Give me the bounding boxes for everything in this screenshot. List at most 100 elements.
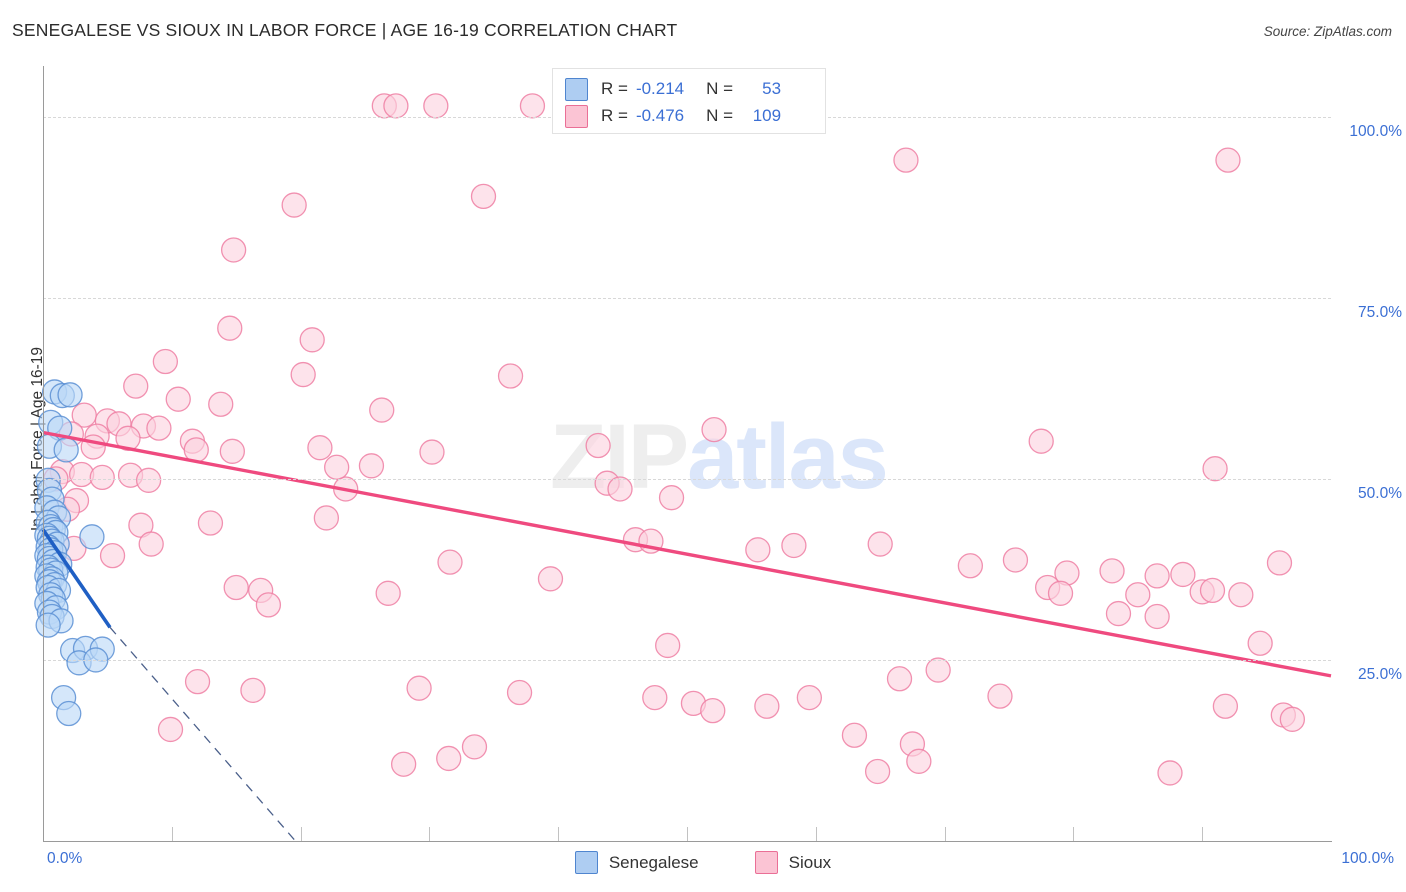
legend-r-value-sioux: -0.476 (635, 106, 685, 125)
data-point[interactable] (642, 684, 668, 711)
legend-r-label: R = (601, 79, 628, 98)
data-point[interactable] (197, 510, 224, 536)
data-point[interactable] (1144, 603, 1170, 630)
data-point[interactable] (1266, 550, 1293, 576)
legend-row-sioux: R = -0.476 N = 109 (565, 103, 781, 129)
x-axis-tick (815, 827, 817, 841)
data-point[interactable] (89, 464, 115, 491)
data-point[interactable] (281, 192, 307, 218)
data-point[interactable] (369, 397, 395, 423)
data-point[interactable] (135, 467, 162, 493)
data-point[interactable] (219, 438, 245, 464)
data-point[interactable] (1170, 561, 1196, 588)
data-point[interactable] (461, 734, 488, 760)
data-point[interactable] (220, 237, 247, 263)
data-point[interactable] (1228, 582, 1254, 608)
data-point[interactable] (157, 716, 184, 743)
data-point[interactable] (519, 93, 546, 119)
data-point[interactable] (781, 532, 807, 559)
data-point[interactable] (56, 700, 82, 727)
data-point[interactable] (79, 524, 105, 550)
x-axis-line (43, 841, 1332, 842)
data-point[interactable] (1028, 428, 1054, 454)
data-point[interactable] (152, 348, 179, 375)
data-point[interactable] (1247, 630, 1273, 656)
gridline-y (43, 478, 1331, 480)
legend-swatch-senegalese-icon (565, 77, 588, 101)
data-point[interactable] (537, 566, 564, 592)
legend-item-sioux[interactable]: Sioux (754, 851, 831, 874)
data-point[interactable] (223, 574, 249, 601)
data-point[interactable] (886, 666, 913, 692)
data-point[interactable] (1047, 580, 1074, 606)
data-point[interactable] (1099, 558, 1125, 584)
data-point[interactable] (35, 612, 61, 638)
x-axis-tick (944, 827, 946, 841)
data-point[interactable] (867, 531, 893, 557)
data-point[interactable] (585, 432, 611, 459)
data-point[interactable] (893, 147, 919, 173)
data-point[interactable] (406, 675, 432, 701)
data-point[interactable] (1002, 547, 1029, 573)
data-point[interactable] (146, 415, 172, 441)
legend-item-senegalese[interactable]: Senegalese (574, 851, 699, 874)
data-point[interactable] (701, 416, 727, 443)
data-point[interactable] (1144, 563, 1170, 589)
data-point[interactable] (864, 758, 891, 785)
data-point[interactable] (925, 657, 951, 683)
data-point[interactable] (957, 553, 984, 579)
data-point[interactable] (745, 537, 771, 563)
data-point[interactable] (841, 722, 868, 748)
data-point[interactable] (1105, 600, 1132, 627)
data-point[interactable] (80, 434, 106, 460)
data-point[interactable] (1199, 577, 1226, 604)
data-point[interactable] (324, 454, 350, 480)
data-point[interactable] (115, 425, 141, 451)
data-point[interactable] (1279, 706, 1306, 732)
data-point[interactable] (796, 684, 823, 711)
data-point[interactable] (358, 453, 385, 479)
data-point[interactable] (184, 669, 211, 695)
legend-n-label: N = (706, 79, 734, 98)
data-point[interactable] (383, 93, 409, 119)
data-point[interactable] (658, 485, 685, 511)
data-point[interactable] (1125, 582, 1151, 608)
data-point[interactable] (123, 373, 149, 399)
data-point[interactable] (57, 382, 83, 408)
gridline-y (43, 659, 1331, 661)
data-point[interactable] (1157, 760, 1183, 786)
data-point[interactable] (1202, 456, 1228, 482)
data-point[interactable] (255, 592, 282, 618)
data-point[interactable] (299, 327, 325, 353)
data-point[interactable] (138, 531, 164, 557)
data-point[interactable] (423, 93, 449, 119)
data-point[interactable] (906, 748, 932, 774)
data-point[interactable] (99, 542, 126, 569)
data-point[interactable] (655, 632, 681, 659)
data-point[interactable] (987, 683, 1013, 709)
data-point[interactable] (754, 693, 780, 719)
data-point[interactable] (436, 745, 462, 772)
data-point[interactable] (390, 751, 417, 777)
data-point[interactable] (217, 315, 243, 341)
data-point[interactable] (208, 391, 234, 417)
data-point[interactable] (470, 183, 497, 210)
data-point[interactable] (607, 476, 633, 502)
data-point[interactable] (497, 363, 524, 389)
data-point[interactable] (437, 549, 463, 575)
data-point[interactable] (290, 361, 316, 388)
data-point[interactable] (1212, 693, 1239, 719)
data-point[interactable] (700, 697, 726, 724)
data-point[interactable] (1215, 147, 1241, 173)
data-point[interactable] (240, 677, 266, 703)
data-point[interactable] (165, 386, 191, 412)
data-point[interactable] (506, 679, 533, 706)
data-point[interactable] (375, 580, 401, 606)
x-axis-min-label: 0.0% (47, 850, 83, 867)
data-point[interactable] (313, 505, 340, 531)
x-axis-tick (687, 827, 688, 841)
data-point[interactable] (419, 439, 445, 465)
data-point[interactable] (53, 437, 79, 463)
data-point[interactable] (307, 435, 333, 461)
